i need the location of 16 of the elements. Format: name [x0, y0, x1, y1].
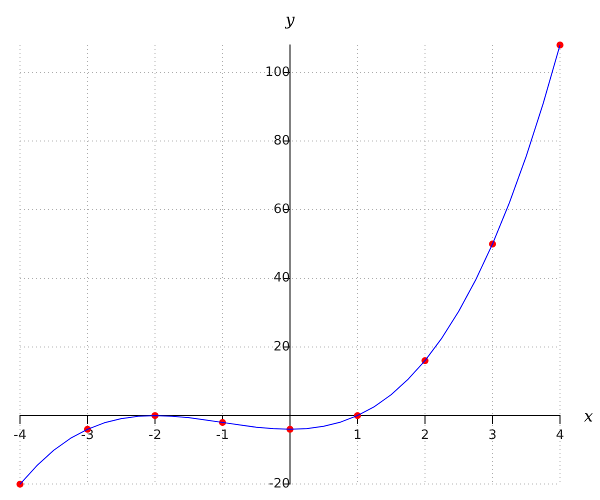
y-tick-label: 20 — [273, 339, 290, 354]
x-tick-label: -2 — [148, 428, 162, 443]
x-tick-label: -4 — [14, 428, 26, 443]
x-tick-label: 2 — [420, 428, 430, 443]
y-tick-label: -20 — [268, 476, 290, 492]
x-tick-label: 3 — [488, 428, 497, 443]
y-tick-label: 60 — [273, 202, 290, 218]
x-axis-title: x — [584, 406, 594, 426]
y-tick-label: 40 — [273, 270, 290, 286]
y-axis-title: y — [284, 10, 296, 30]
y-tick-label: 100 — [265, 64, 290, 80]
y-tick-label: 80 — [273, 133, 290, 148]
point — [556, 42, 564, 48]
x-tick-label: 1 — [353, 428, 362, 443]
x-tick-label: -1 — [216, 428, 229, 443]
x-tick-label: 4 — [556, 428, 564, 443]
